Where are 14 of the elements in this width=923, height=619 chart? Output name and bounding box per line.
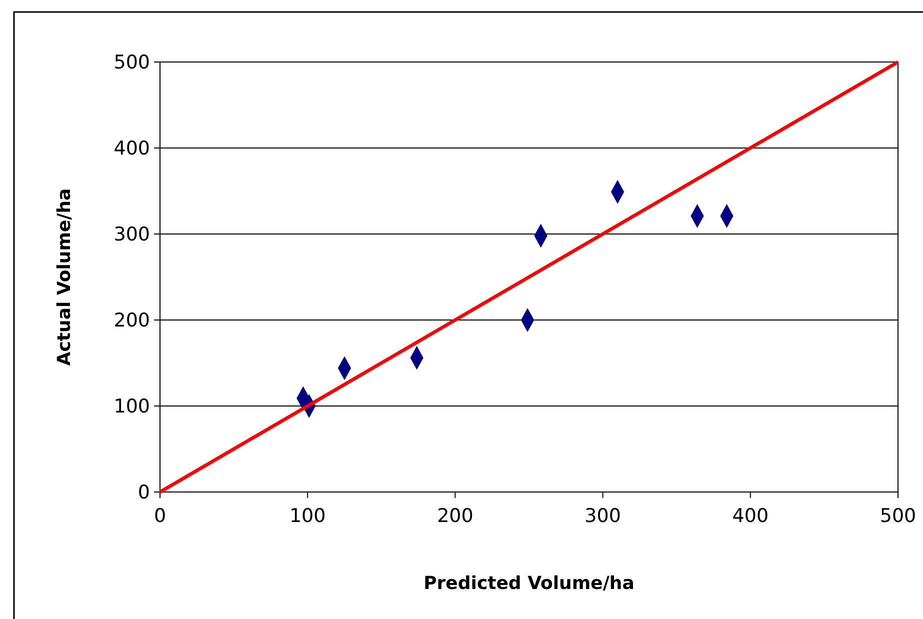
x-tick-label: 300 (584, 505, 621, 527)
x-tick-label: 100 (289, 505, 326, 527)
y-tick-label: 500 (114, 52, 150, 74)
y-tick-label: 400 (114, 138, 150, 160)
y-tick-label: 300 (114, 224, 150, 246)
x-tick-label: 0 (154, 505, 166, 527)
y-tick-label: 100 (114, 396, 150, 418)
x-tick-label: 400 (732, 505, 769, 527)
x-tick-label: 500 (880, 505, 916, 527)
y-tick-label: 200 (114, 310, 150, 332)
x-tick-label: 200 (437, 505, 474, 527)
y-axis-title: Actual Volume/ha (54, 188, 75, 366)
x-axis-title: Predicted Volume/ha (424, 573, 634, 594)
y-tick-label: 0 (138, 482, 150, 504)
